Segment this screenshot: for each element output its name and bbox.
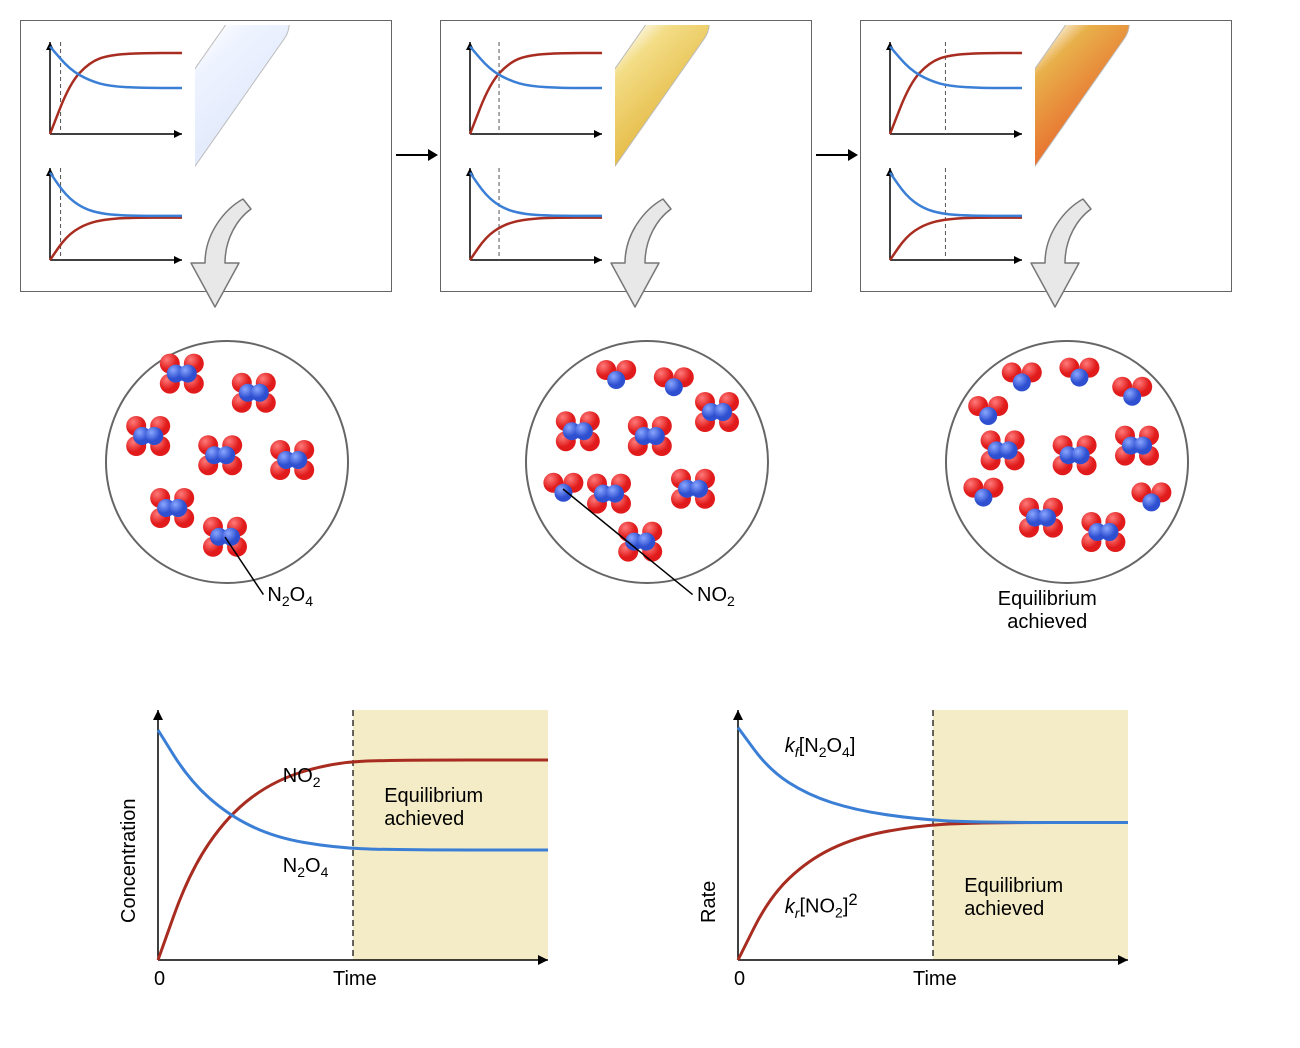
mini-rate-chart-1 bbox=[32, 160, 192, 270]
mini-conc-chart-3 bbox=[872, 34, 1032, 144]
rate-vs-time-chart bbox=[680, 700, 1150, 1000]
molecule-svg-1 bbox=[105, 340, 345, 580]
zoom-arrow-3 bbox=[1025, 195, 1097, 315]
zoom-arrow-2 bbox=[605, 195, 677, 315]
x-axis-label: Time bbox=[333, 968, 377, 991]
molecule-label: NO2 bbox=[697, 584, 735, 609]
y-axis-label: Rate bbox=[698, 880, 721, 922]
mini-rate-chart-3 bbox=[872, 160, 1032, 270]
molecule-label: N2O4 bbox=[267, 584, 313, 609]
curve-label-blue: kf[N2O4] bbox=[785, 735, 856, 760]
x-axis-zero: 0 bbox=[734, 968, 745, 991]
mini-conc-chart-1 bbox=[32, 34, 192, 144]
mini-conc-chart-2 bbox=[452, 34, 612, 144]
zoom-arrow-1 bbox=[185, 195, 257, 315]
concentration-vs-time-chart bbox=[100, 700, 570, 1000]
molecule-svg-3 bbox=[945, 340, 1185, 580]
y-axis-label: Concentration bbox=[118, 798, 141, 923]
eq-achieved-label: Equilibriumachieved bbox=[964, 875, 1063, 921]
mini-rate-chart-2 bbox=[452, 160, 612, 270]
panel-arrow-2 bbox=[814, 145, 858, 165]
eq-achieved-caption: Equilibriumachieved bbox=[998, 588, 1097, 634]
x-axis-zero: 0 bbox=[154, 968, 165, 991]
curve-label-red: NO2 bbox=[283, 765, 321, 790]
curve-label-blue: N2O4 bbox=[283, 855, 329, 880]
x-axis-label: Time bbox=[913, 968, 957, 991]
panel-arrow-1 bbox=[394, 145, 438, 165]
eq-achieved-label: Equilibriumachieved bbox=[384, 785, 483, 831]
molecule-svg-2 bbox=[525, 340, 765, 580]
curve-label-red: kr[NO2]2 bbox=[785, 890, 858, 921]
